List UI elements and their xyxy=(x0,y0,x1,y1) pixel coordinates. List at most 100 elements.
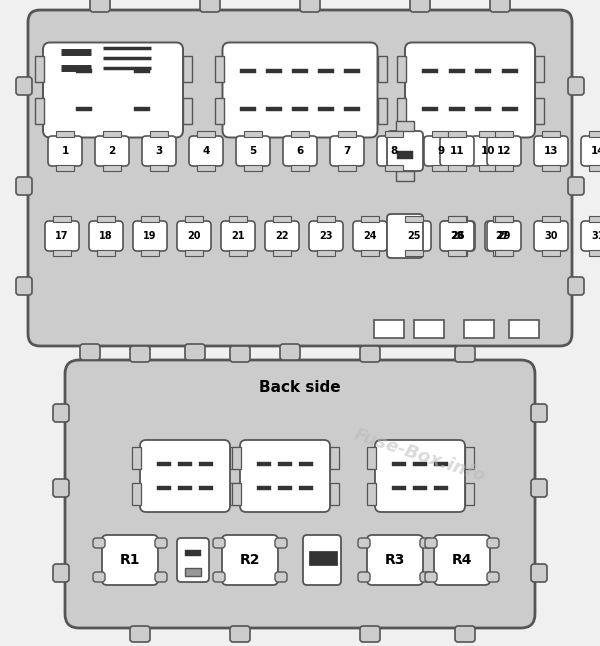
Bar xyxy=(185,550,201,556)
Bar xyxy=(230,483,239,505)
FancyBboxPatch shape xyxy=(28,10,572,346)
Bar xyxy=(239,69,256,73)
Text: 20: 20 xyxy=(187,231,201,241)
Bar xyxy=(56,131,74,137)
Bar xyxy=(330,447,339,469)
FancyBboxPatch shape xyxy=(80,344,100,360)
FancyBboxPatch shape xyxy=(485,221,519,251)
Bar xyxy=(367,447,376,469)
Bar xyxy=(502,107,518,110)
FancyBboxPatch shape xyxy=(581,221,600,251)
Bar xyxy=(589,131,600,137)
Text: 10: 10 xyxy=(481,146,495,156)
Bar xyxy=(509,320,539,338)
FancyBboxPatch shape xyxy=(93,572,105,582)
Bar xyxy=(53,216,71,222)
Bar xyxy=(589,216,600,222)
Bar xyxy=(185,216,203,222)
Bar xyxy=(434,486,448,490)
FancyBboxPatch shape xyxy=(581,136,600,166)
FancyBboxPatch shape xyxy=(455,626,475,642)
FancyBboxPatch shape xyxy=(240,440,330,512)
Bar xyxy=(344,107,361,110)
Bar xyxy=(97,216,115,222)
Bar xyxy=(465,483,474,505)
Bar xyxy=(493,216,511,222)
Bar xyxy=(361,250,379,256)
Bar xyxy=(266,69,282,73)
Text: 7: 7 xyxy=(343,146,350,156)
Bar xyxy=(56,165,74,171)
FancyBboxPatch shape xyxy=(53,564,69,582)
Bar xyxy=(103,131,121,137)
FancyBboxPatch shape xyxy=(265,221,299,251)
Text: Back side: Back side xyxy=(259,380,341,395)
FancyBboxPatch shape xyxy=(487,538,499,548)
FancyBboxPatch shape xyxy=(490,0,510,12)
Bar xyxy=(448,131,466,137)
FancyBboxPatch shape xyxy=(330,136,364,166)
Bar xyxy=(140,216,160,222)
Bar xyxy=(589,165,600,171)
Bar xyxy=(215,56,223,83)
FancyBboxPatch shape xyxy=(65,360,535,628)
Bar xyxy=(494,250,514,256)
Bar xyxy=(178,486,192,490)
FancyBboxPatch shape xyxy=(222,535,278,585)
Text: 5: 5 xyxy=(250,146,257,156)
Text: 30: 30 xyxy=(544,231,558,241)
Bar xyxy=(317,216,335,222)
Bar xyxy=(317,250,335,256)
FancyBboxPatch shape xyxy=(434,535,490,585)
Text: R3: R3 xyxy=(385,553,405,567)
Bar xyxy=(493,250,511,256)
Bar xyxy=(404,216,424,222)
Bar xyxy=(140,250,160,256)
FancyBboxPatch shape xyxy=(568,77,584,95)
Bar xyxy=(449,107,465,110)
Text: 23: 23 xyxy=(319,231,333,241)
FancyBboxPatch shape xyxy=(531,564,547,582)
FancyBboxPatch shape xyxy=(531,479,547,497)
FancyBboxPatch shape xyxy=(275,538,287,548)
Text: R2: R2 xyxy=(240,553,260,567)
Bar xyxy=(392,462,406,466)
Bar xyxy=(479,131,497,137)
Bar xyxy=(422,107,438,110)
Bar xyxy=(479,165,497,171)
Bar xyxy=(53,250,71,256)
FancyBboxPatch shape xyxy=(185,344,205,360)
Bar xyxy=(367,483,376,505)
Bar xyxy=(413,462,427,466)
Bar xyxy=(396,121,414,131)
FancyBboxPatch shape xyxy=(130,346,150,362)
Bar xyxy=(149,165,169,171)
FancyBboxPatch shape xyxy=(230,626,250,642)
Bar xyxy=(157,486,172,490)
Bar xyxy=(431,131,451,137)
FancyBboxPatch shape xyxy=(213,538,225,548)
Bar xyxy=(183,98,192,124)
FancyBboxPatch shape xyxy=(189,136,223,166)
Bar xyxy=(35,98,44,124)
FancyBboxPatch shape xyxy=(471,136,505,166)
FancyBboxPatch shape xyxy=(130,626,150,642)
Bar xyxy=(542,216,560,222)
Bar xyxy=(414,320,444,338)
Bar xyxy=(475,107,491,110)
Bar xyxy=(330,483,339,505)
FancyBboxPatch shape xyxy=(360,346,380,362)
FancyBboxPatch shape xyxy=(230,346,250,362)
Bar xyxy=(35,56,44,83)
FancyBboxPatch shape xyxy=(140,440,230,512)
Bar xyxy=(292,107,308,110)
Bar xyxy=(244,131,262,137)
Bar xyxy=(535,98,544,124)
Bar xyxy=(183,56,192,83)
Bar xyxy=(397,151,413,159)
Text: 3: 3 xyxy=(155,146,163,156)
Text: 25: 25 xyxy=(407,231,421,241)
Bar xyxy=(229,250,247,256)
Bar xyxy=(266,107,282,110)
FancyBboxPatch shape xyxy=(425,572,437,582)
